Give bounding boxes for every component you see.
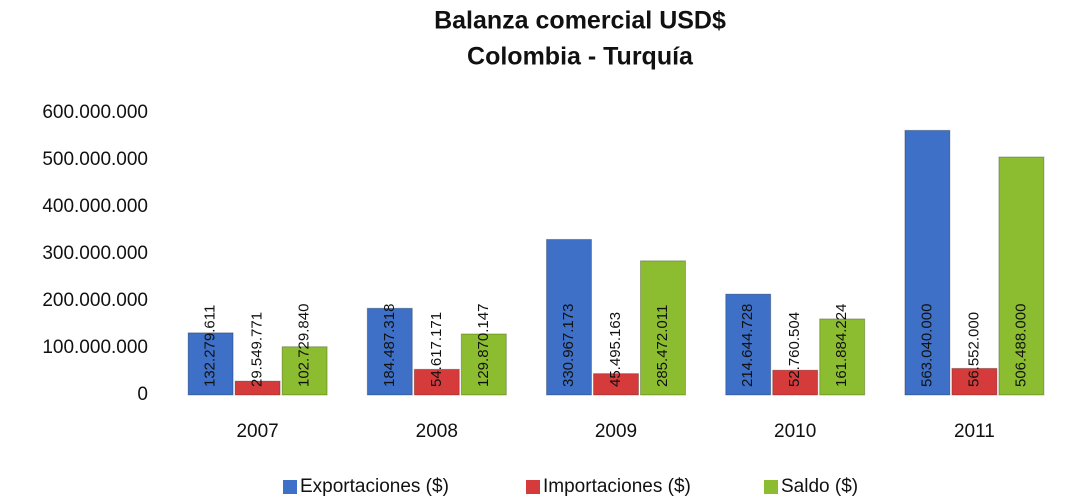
x-tick-label: 2009 (595, 421, 637, 442)
legend-swatch (526, 480, 540, 494)
bar (546, 238, 592, 396)
bar (998, 156, 1045, 396)
value-label: 54.617.171 (428, 312, 445, 387)
value-label: 184.487.318 (381, 304, 398, 387)
chart-subtitle: Colombia - Turquía (467, 43, 694, 71)
legend-swatch (764, 480, 778, 494)
bar (593, 373, 639, 396)
bar (772, 369, 819, 396)
y-tick-label: 100.000.000 (42, 337, 148, 358)
legend-label: Saldo ($) (781, 476, 858, 497)
chart-title: Balanza comercial USD$ (434, 7, 726, 35)
y-tick-label: 0 (137, 384, 148, 405)
legend-swatch (283, 480, 297, 494)
bar (413, 368, 460, 396)
value-label: 563.040.000 (918, 304, 935, 387)
x-tick-label: 2010 (774, 421, 816, 442)
value-label: 29.549.771 (249, 312, 266, 387)
value-label: 214.644.728 (739, 304, 756, 387)
bar (725, 293, 772, 396)
bar (904, 129, 951, 396)
value-label: 129.870.147 (475, 304, 492, 387)
value-label: 161.884.224 (833, 304, 850, 387)
bar (234, 380, 281, 396)
bar (187, 332, 234, 396)
value-label: 52.760.504 (786, 312, 803, 387)
legend-label: Importaciones ($) (543, 476, 691, 497)
x-tick-label: 2011 (954, 421, 995, 442)
bar (819, 318, 866, 396)
bar (951, 367, 998, 396)
value-label: 45.495.163 (607, 312, 624, 387)
bar (460, 333, 507, 396)
value-label: 132.279.611 (202, 305, 219, 387)
y-tick-label: 200.000.000 (42, 290, 148, 311)
value-label: 330.967.173 (560, 304, 577, 387)
bar (366, 307, 413, 396)
y-tick-label: 500.000.000 (42, 149, 148, 170)
value-label: 506.488.000 (1012, 304, 1029, 387)
x-tick-label: 2008 (416, 421, 458, 442)
y-tick-label: 400.000.000 (42, 196, 148, 217)
y-tick-label: 300.000.000 (42, 243, 148, 264)
value-label: 56.552.000 (965, 312, 982, 387)
value-label: 102.729.840 (296, 304, 313, 387)
value-label: 285.472.011 (654, 305, 671, 387)
x-tick-label: 2007 (236, 421, 278, 442)
y-tick-label: 600.000.000 (42, 102, 148, 123)
legend-label: Exportaciones ($) (300, 476, 449, 497)
bar (281, 346, 328, 396)
bar (640, 260, 686, 396)
